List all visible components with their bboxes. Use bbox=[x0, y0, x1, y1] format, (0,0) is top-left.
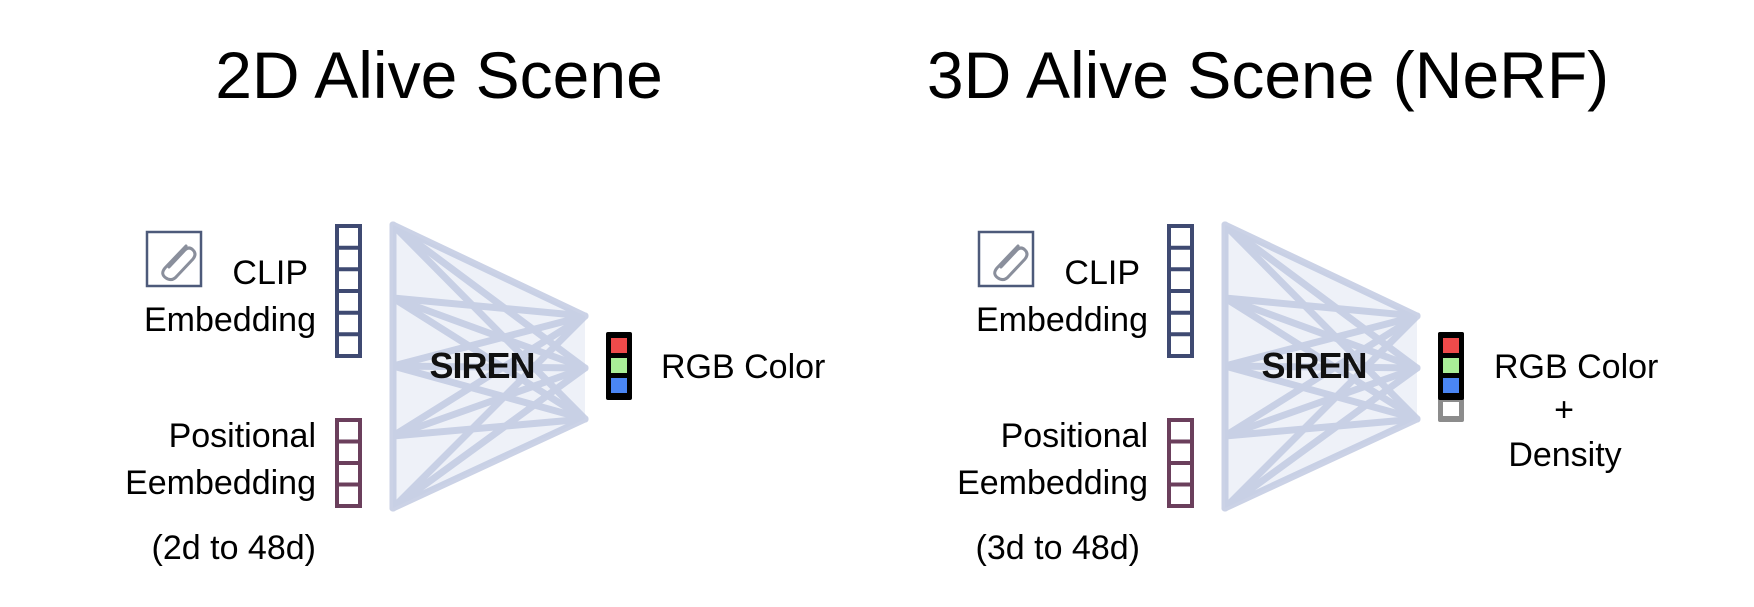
output-label-line1: RGB Color bbox=[661, 348, 825, 386]
network-connections bbox=[1221, 221, 1421, 512]
clip-icon bbox=[145, 230, 203, 288]
clip-label-line2: Embedding bbox=[976, 301, 1148, 339]
clip-icon bbox=[977, 230, 1035, 288]
pos-label-line2: Eembedding bbox=[125, 464, 316, 502]
rgb-output-vector bbox=[606, 332, 632, 400]
panel-title: 3D Alive Scene (NeRF) bbox=[927, 38, 1609, 112]
network-connections bbox=[389, 221, 589, 512]
clip-embedding-vector bbox=[1167, 224, 1194, 358]
clip-label-line1: CLIP bbox=[1064, 254, 1140, 292]
pos-label-line2: Eembedding bbox=[957, 464, 1148, 502]
pos-label-line1: Positional bbox=[169, 417, 316, 455]
rgb-density-output-vector bbox=[1438, 332, 1464, 422]
positional-embedding-vector bbox=[1167, 418, 1194, 508]
dim-note: (2d to 48d) bbox=[152, 529, 316, 567]
density-cell bbox=[1443, 402, 1459, 416]
panel-title: 2D Alive Scene bbox=[215, 38, 663, 112]
network-label: SIREN bbox=[429, 345, 534, 386]
output-label-line3: Density bbox=[1508, 436, 1621, 474]
clip-embedding-vector bbox=[335, 224, 362, 358]
output-label-line1: RGB Color bbox=[1494, 348, 1658, 386]
output-label-line2: + bbox=[1554, 391, 1574, 429]
clip-label-line1: CLIP bbox=[232, 254, 308, 292]
network-label: SIREN bbox=[1261, 345, 1366, 386]
clip-label-line2: Embedding bbox=[144, 301, 316, 339]
panel-2d: 2D Alive Scene CLIP Embedding Positional… bbox=[125, 38, 825, 567]
positional-embedding-vector bbox=[335, 418, 362, 508]
pos-label-line1: Positional bbox=[1001, 417, 1148, 455]
dim-note: (3d to 48d) bbox=[976, 529, 1140, 567]
panel-3d: 3D Alive Scene (NeRF) CLIP Embedding Pos… bbox=[927, 38, 1659, 567]
